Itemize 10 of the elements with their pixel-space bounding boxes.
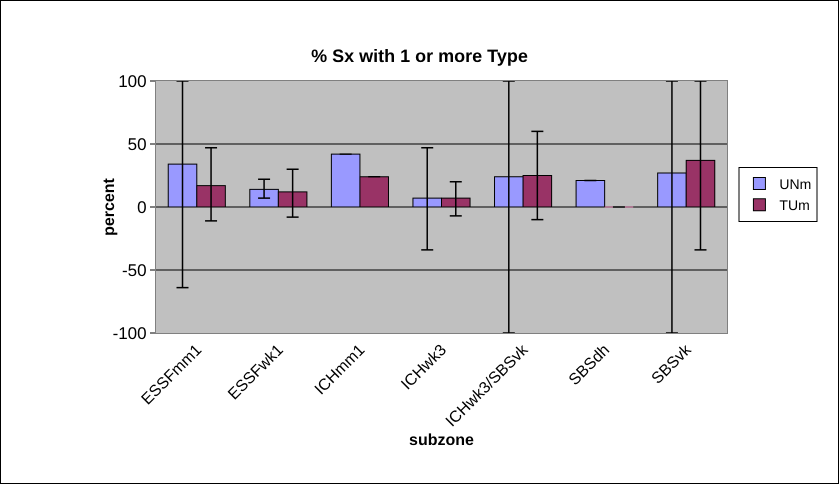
legend-label: UNm	[779, 176, 812, 192]
y-tick-label: -50	[122, 260, 147, 280]
y-tick-label: -100	[112, 324, 147, 343]
y-tick-label: 50	[128, 134, 147, 154]
y-axis-title: percent	[101, 177, 118, 236]
legend-label: TUm	[779, 197, 810, 214]
y-tick-label: 100	[118, 72, 147, 91]
chart-title: % Sx with 1 or more Type	[311, 46, 528, 66]
x-axis-title: subzone	[409, 432, 474, 450]
y-tick-label: 0	[137, 198, 147, 217]
